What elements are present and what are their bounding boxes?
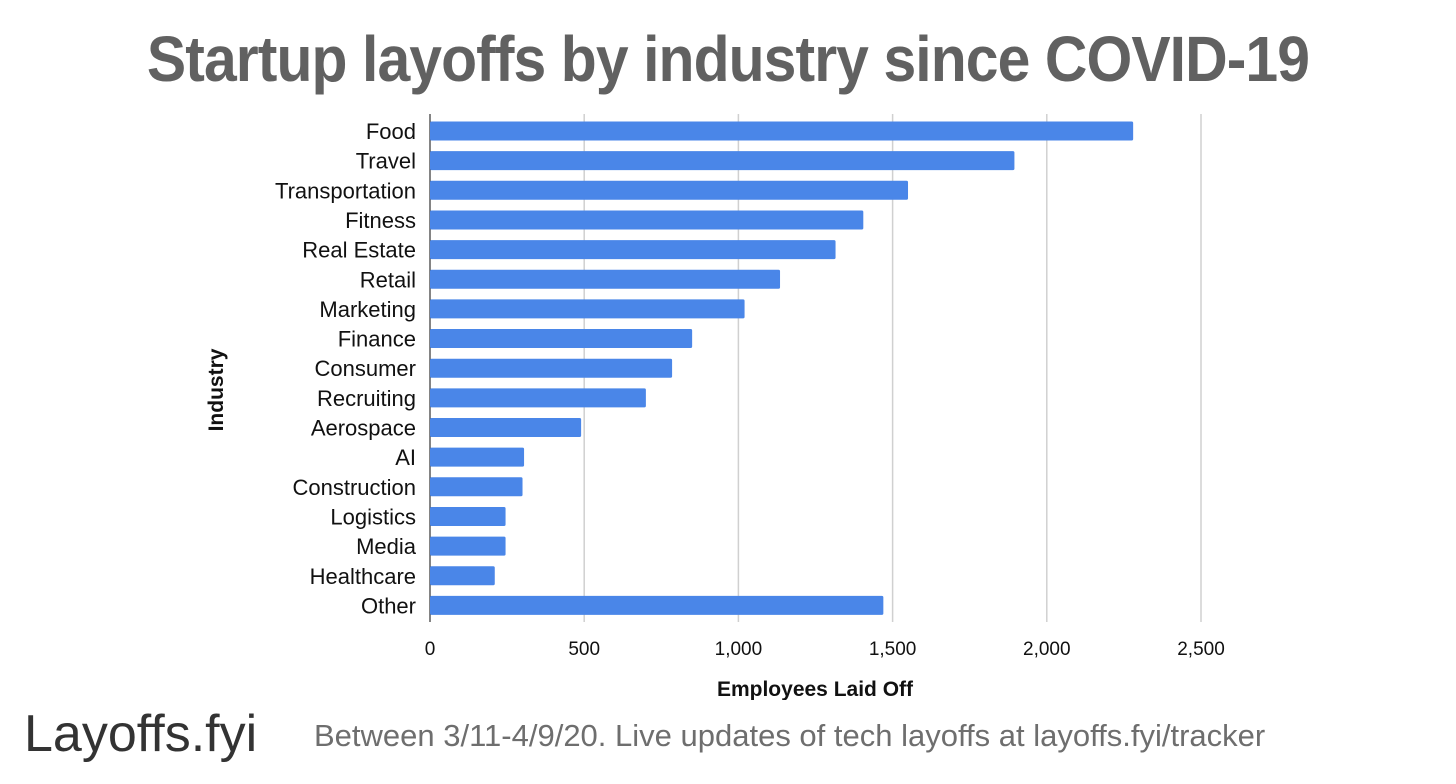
category-label: Healthcare — [310, 564, 416, 589]
category-label: Other — [361, 593, 416, 618]
x-tick-label: 2,500 — [1177, 639, 1225, 660]
x-tick-label: 1,000 — [715, 639, 763, 660]
bar-media — [430, 536, 506, 556]
bar-healthcare — [430, 566, 495, 586]
y-axis-title: Industry — [205, 348, 228, 431]
category-label: Travel — [356, 149, 416, 174]
bar-retail — [430, 269, 781, 289]
bar-travel — [430, 151, 1015, 171]
category-label: Retail — [360, 267, 416, 292]
bar-logistics — [430, 506, 506, 526]
bar-transportation — [430, 180, 909, 200]
category-label: Aerospace — [311, 416, 416, 441]
category-label: AI — [395, 445, 416, 470]
category-label: Logistics — [330, 504, 416, 529]
category-label: Marketing — [319, 297, 416, 322]
x-tick-label: 500 — [568, 639, 600, 660]
bar-marketing — [430, 299, 745, 319]
bar-other — [430, 595, 884, 615]
x-tick-label: 2,000 — [1023, 639, 1071, 660]
bar-consumer — [430, 358, 673, 378]
bar-chart: 0 500 1,000 1,500 2,000 2,500 Food Travel Transp… — [205, 114, 1225, 700]
bar-recruiting — [430, 388, 646, 408]
x-axis-title: Employees Laid Off — [717, 678, 914, 700]
bar-aerospace — [430, 418, 582, 437]
chart-title: Startup layoffs by industry since COVID-… — [146, 23, 1310, 95]
bar-real-estate — [430, 240, 836, 260]
category-label: Finance — [338, 327, 416, 352]
category-label: Media — [356, 534, 417, 559]
bar-finance — [430, 329, 693, 349]
category-label: Construction — [292, 475, 416, 500]
category-label: Consumer — [315, 356, 416, 381]
category-label: Fitness — [345, 208, 416, 233]
bar-construction — [430, 477, 523, 497]
footer-note: Between 3/11-4/9/20. Live updates of tec… — [314, 718, 1266, 753]
category-label: Real Estate — [302, 238, 416, 263]
category-label: Food — [366, 119, 416, 144]
bar-ai — [430, 447, 525, 467]
x-tick-label: 1,500 — [869, 639, 917, 660]
category-label: Recruiting — [317, 386, 416, 411]
category-label: Transportation — [275, 178, 416, 203]
brand-logo: Layoffs.fyi — [24, 705, 258, 763]
bar-fitness — [430, 210, 864, 230]
bar-food — [430, 121, 1134, 141]
x-tick-label: 0 — [425, 639, 436, 660]
